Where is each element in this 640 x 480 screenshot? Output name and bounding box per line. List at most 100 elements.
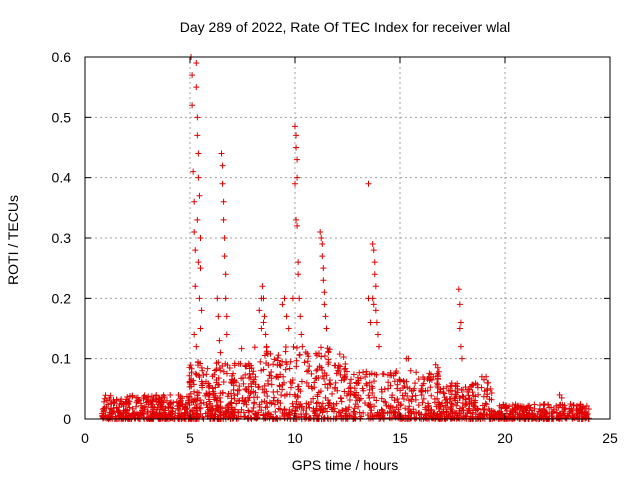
data-point [418,391,425,398]
data-point [163,397,170,404]
axis-ticks: 0 5 10 15 20 25 0 0.1 0.2 0.3 0.4 0.5 0.6 [52,49,618,446]
grid-lines [85,57,610,419]
data-point [357,395,364,402]
data-point [539,413,545,420]
data-point [356,409,363,416]
data-point [420,380,427,387]
data-point [190,413,197,420]
data-point [341,388,348,395]
data-point [113,404,120,411]
data-point [215,404,222,411]
data-point [264,393,271,400]
data-point [488,389,495,396]
data-point [459,407,466,414]
data-point [294,222,301,229]
data-point [262,415,269,422]
data-point [457,410,464,417]
data-point [454,412,461,419]
data-point [371,259,378,266]
data-point [175,391,182,398]
data-point [412,380,419,387]
data-point [424,387,431,394]
data-point [273,373,280,380]
data-point [531,401,538,408]
data-point [139,407,146,414]
data-point [158,398,165,405]
data-point [385,379,392,386]
data-point [543,410,550,417]
data-point [293,357,300,364]
data-point [182,403,189,410]
data-point [279,301,286,308]
data-point [116,409,123,416]
data-point [292,123,298,130]
data-point [225,406,232,413]
data-point [453,383,460,390]
data-point [406,409,413,416]
y-axis-title: ROTI / TECUs [5,195,21,285]
data-point [221,235,228,241]
data-point [259,283,266,290]
data-point [243,363,250,370]
data-point [325,397,332,404]
data-point [167,411,174,418]
data-point [238,406,245,413]
data-point [228,399,235,406]
data-point [406,403,413,410]
data-point [524,403,531,410]
data-point [368,383,375,390]
data-point [122,398,129,405]
data-point [318,403,325,410]
data-point [206,384,213,391]
data-point [314,399,321,406]
data-point [326,399,333,406]
data-point [149,401,156,408]
data-point [193,343,200,350]
data-point [352,392,359,399]
data-point [279,386,286,393]
data-point [480,406,487,413]
x-tick-label: 10 [287,430,303,446]
data-point [107,392,114,399]
data-point [336,367,343,374]
data-point [136,412,143,419]
data-point [293,363,300,370]
data-point [252,411,259,418]
data-point [483,387,490,394]
data-point [205,380,212,387]
data-point [246,375,253,382]
data-point [440,406,447,413]
data-point [290,343,297,350]
data-point [287,384,294,391]
data-point [400,377,407,384]
data-point [468,415,475,422]
data-point [506,403,513,410]
data-point [240,400,247,407]
data-point [407,367,414,374]
data-point [299,343,306,350]
data-point [309,385,316,392]
data-point [427,376,434,383]
data-point [293,132,300,139]
data-point [195,259,202,266]
data-point [351,408,358,415]
data-point [522,415,529,422]
data-point [540,401,547,408]
data-point [330,415,337,422]
data-point [319,367,326,374]
data-point [255,383,262,390]
data-point [199,380,206,387]
data-point [434,395,441,402]
data-point [150,394,157,401]
data-point [264,351,271,358]
data-point [171,414,178,421]
data-point [372,283,379,290]
data-point [303,379,310,386]
data-point [270,361,277,368]
data-point [197,325,204,332]
data-point [294,344,301,351]
data-point [186,378,193,385]
data-point [126,392,133,399]
data-point [180,414,187,421]
data-point [301,359,308,366]
